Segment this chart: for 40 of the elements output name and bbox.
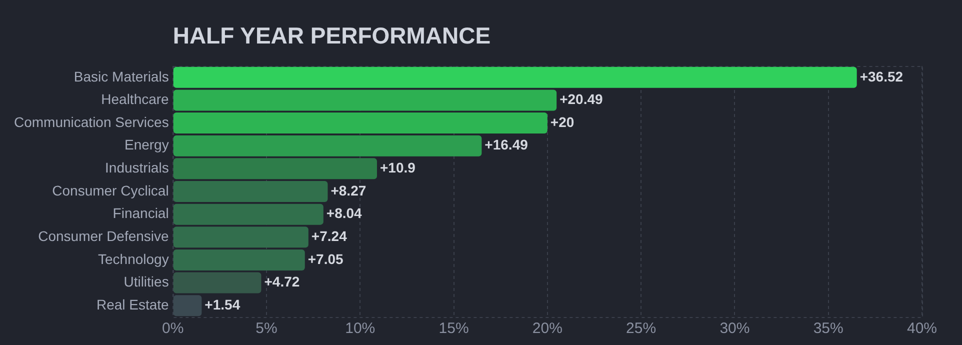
x-tick-label: 10% [345, 320, 376, 338]
y-tick-label: Communication Services [14, 114, 169, 130]
data-label: +10.9 [380, 160, 416, 176]
data-label: +20.49 [560, 91, 604, 108]
y-tick-label: Energy [124, 136, 169, 153]
data-label: +36.52 [860, 68, 904, 84]
data-label: +7.05 [308, 250, 344, 267]
bar [173, 135, 482, 156]
bar [173, 249, 305, 270]
y-tick-label: Technology [98, 250, 169, 267]
x-tick-label: 25% [626, 320, 656, 338]
chart-title: HALF YEAR PERFORMANCE [172, 22, 491, 48]
x-tick-label: 35% [813, 320, 844, 338]
x-tick-label: 40% [906, 320, 938, 338]
y-tick-label: Industrials [105, 160, 169, 176]
y-tick-label: Consumer Cyclical [52, 182, 169, 198]
bar [173, 112, 548, 134]
y-tick-label: Basic Materials [74, 68, 169, 84]
y-tick-label: Utilities [124, 274, 169, 290]
bar [173, 90, 557, 111]
bar [173, 181, 328, 202]
y-tick-label: Consumer Defensive [38, 228, 170, 244]
data-label: +20 [550, 114, 574, 130]
data-label: +7.24 [311, 228, 348, 244]
data-label: +8.04 [326, 205, 362, 222]
bar [173, 272, 262, 294]
y-tick-label: Real Estate [96, 296, 170, 312]
x-tick-label: 5% [256, 320, 278, 338]
data-label: +8.27 [330, 182, 366, 198]
y-tick-label: Healthcare [101, 91, 170, 108]
data-label: +4.72 [264, 274, 300, 290]
x-tick-label: 0% [162, 320, 184, 338]
x-tick-label: 30% [720, 320, 750, 338]
x-tick-label: 15% [438, 320, 469, 338]
data-label: +16.49 [484, 136, 528, 153]
bar [173, 66, 857, 88]
bar [173, 158, 377, 180]
data-label: +1.54 [204, 296, 240, 312]
x-tick-label: 20% [532, 320, 562, 338]
y-tick-label: Financial [112, 205, 169, 222]
